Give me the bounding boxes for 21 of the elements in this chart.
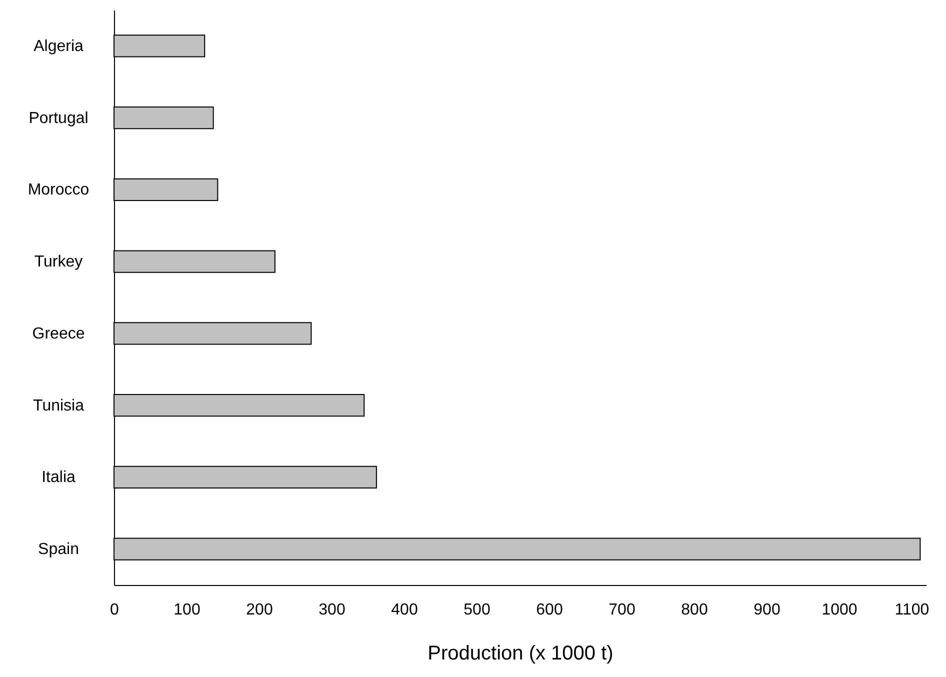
- y-tick-label: Greece: [32, 325, 85, 342]
- y-tick-label: Morocco: [28, 182, 90, 199]
- x-tick-label: 700: [608, 602, 636, 618]
- x-tick-label: 1100: [894, 602, 930, 618]
- y-tick-label: Algeria: [34, 38, 84, 55]
- x-tick-label: 0: [110, 602, 120, 618]
- x-tick-label: 1000: [822, 602, 858, 618]
- y-tick-label: Portugal: [28, 110, 88, 127]
- x-tick-label: 400: [391, 602, 418, 618]
- x-tick-label: 900: [754, 602, 780, 618]
- x-tick-label: 300: [318, 602, 346, 618]
- x-axis-title: Production (x 1000 t): [428, 642, 614, 664]
- y-tick-label: Italia: [42, 469, 76, 486]
- x-tick-label: 200: [246, 602, 273, 618]
- x-tick-label: 600: [536, 602, 563, 618]
- y-tick-label: Turkey: [34, 254, 83, 271]
- x-tick-label: 500: [464, 602, 490, 618]
- x-tick-label: 100: [174, 602, 200, 618]
- y-tick-label: Tunisia: [33, 397, 84, 414]
- x-tick-label: 800: [681, 602, 708, 618]
- y-tick-label: Spain: [38, 541, 79, 558]
